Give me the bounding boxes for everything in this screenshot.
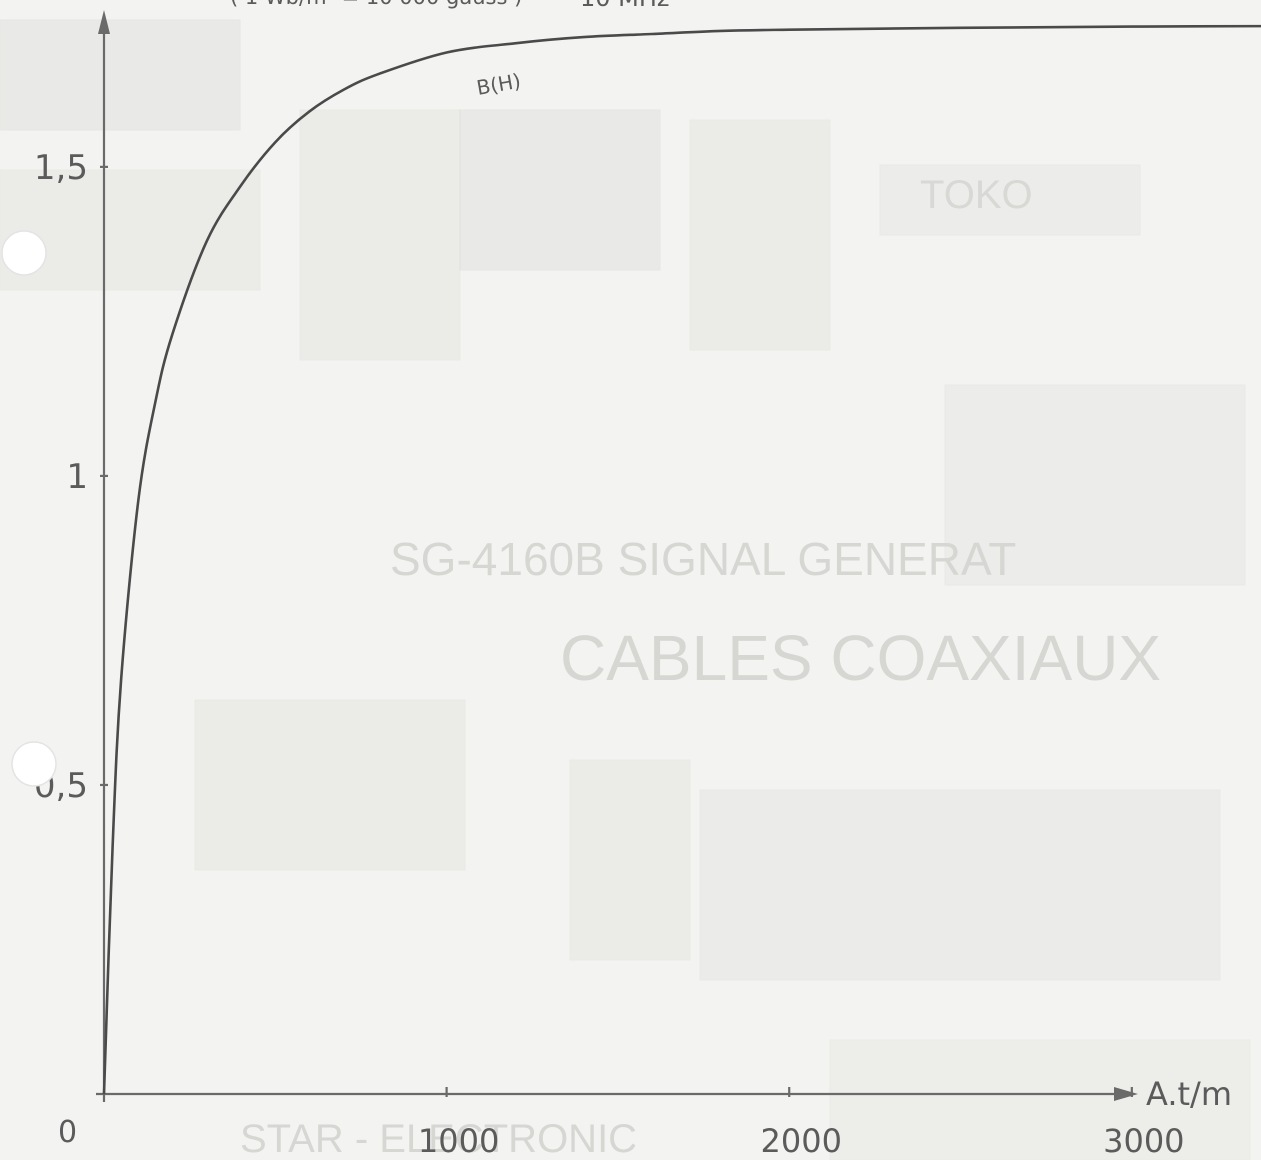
header-note: ( 1 Wb/m² = 10 000 gauss ): [230, 0, 522, 9]
binder-hole-bottom: [11, 741, 57, 787]
bleed-brand: TOKO: [920, 173, 1033, 217]
y-tick-label: 1: [66, 457, 88, 497]
y-tick-label: 1,5: [34, 148, 88, 188]
x-tick-label: 1000: [418, 1122, 499, 1160]
x-axis-label: A.t/m: [1146, 1075, 1232, 1113]
curve-label: B(H): [475, 69, 523, 100]
header-partial-text: 10 MHz: [580, 0, 670, 12]
series-line-bh-curve: [102, 24, 1261, 1095]
bleed-line-2: CABLES COAXIAUX: [560, 622, 1161, 694]
bleed-line-3: STAR - ELECTRONIC: [240, 1117, 637, 1160]
x-tick-label: 3000: [1103, 1122, 1184, 1160]
x-axis-arrow-icon: [1114, 1087, 1138, 1101]
x-tick-group: 1000 2000 3000: [418, 1087, 1185, 1160]
origin-label: 0: [58, 1115, 77, 1150]
x-tick-label: 2000: [760, 1122, 841, 1160]
series-layer: [102, 24, 1261, 1095]
y-axis-arrow-icon: [98, 10, 110, 34]
bleed-line-1: SG-4160B SIGNAL GENERAT: [390, 533, 1016, 585]
binder-hole-top: [1, 230, 47, 276]
